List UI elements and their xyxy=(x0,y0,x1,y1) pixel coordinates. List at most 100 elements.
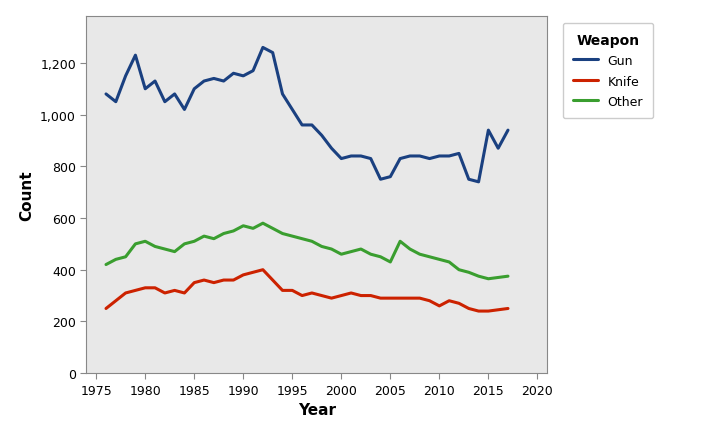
Gun xyxy=(386,174,395,180)
Other xyxy=(239,224,248,229)
Knife xyxy=(405,296,414,301)
Gun xyxy=(396,157,405,162)
Other xyxy=(199,234,208,239)
Other xyxy=(229,229,238,234)
Other xyxy=(415,252,424,257)
Knife xyxy=(474,309,483,314)
Knife xyxy=(229,278,238,283)
Other xyxy=(435,257,444,263)
Knife xyxy=(112,299,120,304)
Knife xyxy=(426,299,434,304)
Gun xyxy=(405,154,414,159)
Gun xyxy=(356,154,365,159)
Knife xyxy=(327,296,336,301)
Knife xyxy=(435,304,444,309)
Y-axis label: Count: Count xyxy=(19,170,35,220)
Other xyxy=(445,260,454,265)
Other xyxy=(307,239,316,244)
Gun xyxy=(484,128,492,133)
Other xyxy=(474,274,483,279)
Knife xyxy=(366,293,375,299)
Knife xyxy=(210,280,218,286)
Gun xyxy=(150,79,159,85)
Knife xyxy=(464,306,473,311)
Gun xyxy=(269,51,277,56)
X-axis label: Year: Year xyxy=(298,402,336,417)
Knife xyxy=(180,291,189,296)
Other xyxy=(426,255,434,260)
Knife xyxy=(396,296,405,301)
Knife xyxy=(504,306,513,311)
Knife xyxy=(347,291,356,296)
Gun xyxy=(141,87,150,92)
Gun xyxy=(298,123,307,128)
Gun xyxy=(318,133,326,138)
Knife xyxy=(377,296,385,301)
Other xyxy=(494,275,503,280)
Other xyxy=(298,237,307,242)
Knife xyxy=(171,288,179,293)
Other xyxy=(504,274,513,279)
Other xyxy=(405,247,414,252)
Gun xyxy=(220,79,228,85)
Knife xyxy=(307,291,316,296)
Other xyxy=(210,237,218,242)
Other xyxy=(131,242,140,247)
Knife xyxy=(445,299,454,304)
Gun xyxy=(288,108,297,113)
Other xyxy=(366,252,375,257)
Knife xyxy=(239,273,248,278)
Gun xyxy=(229,72,238,77)
Gun xyxy=(258,46,267,51)
Knife xyxy=(337,293,346,299)
Gun xyxy=(494,146,503,151)
Other xyxy=(269,226,277,231)
Other xyxy=(180,242,189,247)
Other xyxy=(356,247,365,252)
Gun xyxy=(454,151,463,157)
Other xyxy=(318,244,326,250)
Gun xyxy=(199,79,208,85)
Knife xyxy=(161,291,169,296)
Gun xyxy=(327,146,336,151)
Other xyxy=(150,244,159,250)
Other xyxy=(190,239,199,244)
Knife xyxy=(454,301,463,306)
Other xyxy=(347,250,356,255)
Gun xyxy=(445,154,454,159)
Gun xyxy=(464,177,473,182)
Gun xyxy=(426,157,434,162)
Gun xyxy=(377,177,385,182)
Knife xyxy=(269,278,277,283)
Gun xyxy=(171,92,179,97)
Gun xyxy=(131,53,140,59)
Knife xyxy=(298,293,307,299)
Gun xyxy=(415,154,424,159)
Knife xyxy=(318,293,326,299)
Gun xyxy=(239,74,248,79)
Gun xyxy=(474,180,483,185)
Gun xyxy=(307,123,316,128)
Other xyxy=(278,231,287,237)
Gun xyxy=(102,92,110,97)
Other xyxy=(121,255,130,260)
Knife xyxy=(415,296,424,301)
Other xyxy=(112,257,120,263)
Legend: Gun, Knife, Other: Gun, Knife, Other xyxy=(562,23,653,119)
Other xyxy=(248,226,257,231)
Other xyxy=(171,250,179,255)
Gun xyxy=(112,100,120,105)
Knife xyxy=(141,286,150,291)
Gun xyxy=(210,77,218,82)
Knife xyxy=(356,293,365,299)
Other xyxy=(464,270,473,275)
Other xyxy=(102,262,110,267)
Gun xyxy=(278,92,287,97)
Gun xyxy=(366,157,375,162)
Knife xyxy=(386,296,395,301)
Line: Other: Other xyxy=(106,224,508,279)
Line: Knife: Knife xyxy=(106,270,508,311)
Gun xyxy=(248,69,257,74)
Other xyxy=(161,247,169,252)
Knife xyxy=(131,288,140,293)
